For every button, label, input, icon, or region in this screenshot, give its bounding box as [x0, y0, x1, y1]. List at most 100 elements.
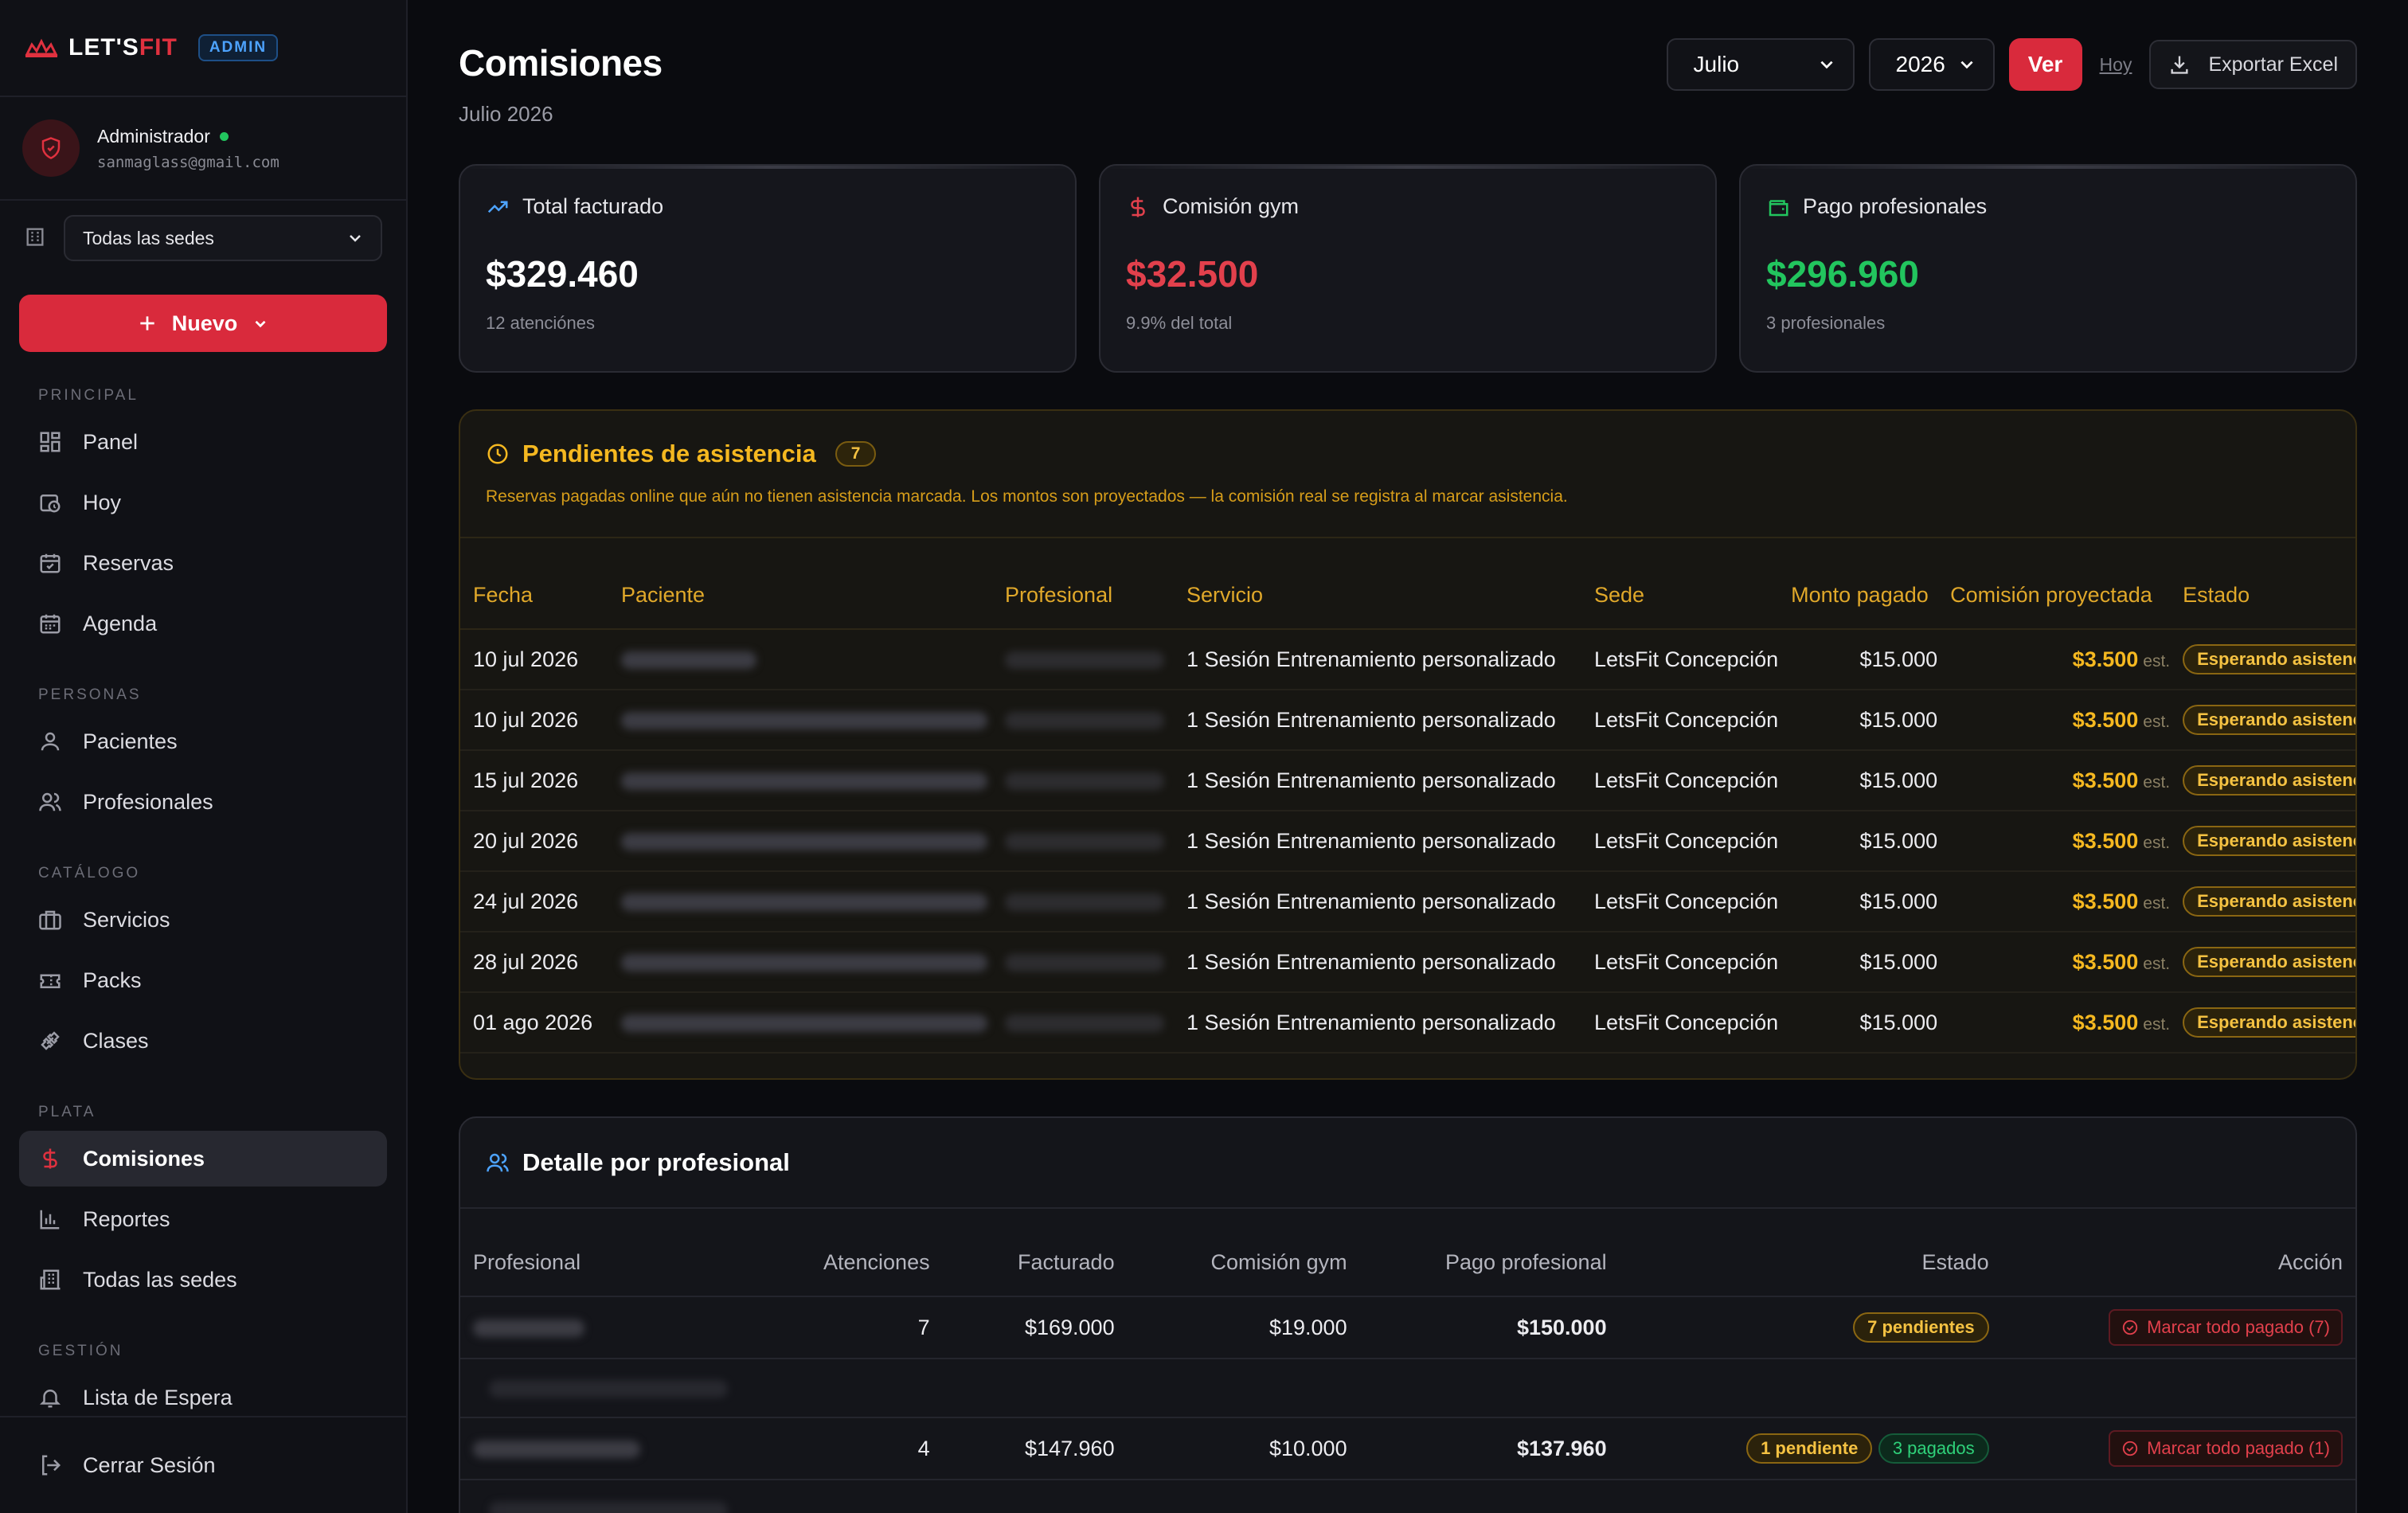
fecha-cell: 10 jul 2026 [460, 690, 608, 751]
mark-all-paid-label: Marcar todo pagado (1) [2147, 1438, 2330, 1458]
main-content: Comisiones Julio 2026 Julio 2026 Ver Hoy… [408, 0, 2408, 1513]
atenciones-value: 4 [917, 1436, 930, 1460]
estimate-label: est. [2143, 651, 2171, 670]
nav-comisiones[interactable]: Comisiones [19, 1131, 387, 1187]
card-value: $329.460 [486, 253, 639, 295]
nav-comisiones-label: Comisiones [83, 1146, 205, 1171]
estimate-label: est. [2143, 1015, 2171, 1034]
monto-cell: $15.000 [1778, 992, 1938, 1054]
logout-label: Cerrar Sesión [83, 1452, 216, 1477]
monto-cell: $15.000 [1778, 811, 1938, 872]
professional-name-redacted [1005, 712, 1164, 730]
col-paciente: Paciente [608, 538, 992, 630]
ticket-icon [40, 974, 61, 988]
sede-cell: LetsFit Concepción [1581, 932, 1779, 993]
user-name: Administrador [97, 126, 280, 147]
comision-cell: $3.500 [2072, 889, 2139, 913]
pending-row: 10 jul 2026 1 Sesión Entrenamiento person… [460, 629, 2355, 690]
summary-cards: Total facturado $329.460 12 atenciónes C… [459, 164, 2357, 373]
nav-servicios-label: Servicios [83, 907, 170, 932]
nav-hoy[interactable]: Hoy [19, 475, 387, 530]
professional-name-redacted [1005, 893, 1164, 912]
pending-pill: 7 pendientes [1853, 1312, 1989, 1343]
user-icon [41, 732, 60, 751]
card-note: 3 profesionales [1766, 313, 1886, 333]
grid-icon [40, 432, 61, 452]
calendar-icon [40, 614, 61, 634]
pending-attendance-panel: Pendientes de asistencia 7 Reservas paga… [459, 409, 2357, 1080]
nav-profesionales[interactable]: Profesionales [19, 774, 387, 830]
patient-name-redacted [621, 651, 756, 670]
export-excel-button[interactable]: Exportar Excel [2149, 40, 2357, 89]
chevron-down-icon [1820, 61, 1833, 69]
nav-reportes[interactable]: Reportes [19, 1191, 387, 1247]
nav-lista-espera[interactable]: Lista de Espera [19, 1370, 387, 1425]
nav-todas-sedes[interactable]: Todas las sedes [19, 1252, 387, 1308]
pago-value: $137.960 [1516, 1436, 1607, 1460]
status-badge: Esperando asistencia [2183, 947, 2355, 977]
fecha-cell: 20 jul 2026 [460, 811, 608, 872]
patient-name-redacted [621, 833, 987, 851]
shield-icon [41, 137, 61, 159]
month-select[interactable]: Julio [1666, 38, 1855, 91]
facturado-value: $147.960 [1024, 1436, 1115, 1460]
pending-row: 20 jul 2026 1 Sesión Entrenamiento person… [460, 811, 2355, 872]
fecha-cell: 15 jul 2026 [460, 750, 608, 811]
nav-panel[interactable]: Panel [19, 414, 387, 470]
nav-reportes-label: Reportes [83, 1206, 170, 1231]
nav-pacientes[interactable]: Pacientes [19, 713, 387, 769]
pending-table: Fecha Paciente Profesional Servicio Sede… [460, 538, 2355, 1054]
nav-servicios[interactable]: Servicios [19, 892, 387, 948]
status-badge: Esperando asistencia [2183, 886, 2355, 917]
estimate-label: est. [2143, 893, 2171, 913]
patient-name-redacted [621, 954, 987, 972]
new-button[interactable]: Nuevo [19, 295, 387, 352]
col-pago-profesional: Pago profesional [1359, 1209, 1620, 1297]
sede-cell: LetsFit Concepción [1581, 629, 1779, 690]
col-comision: Comisión proyectada [1937, 538, 2171, 630]
card-pago-profesionales: Pago profesionales $296.960 3 profesiona… [1739, 164, 2357, 373]
estimate-label: est. [2143, 772, 2171, 792]
estimate-label: est. [2143, 954, 2171, 973]
servicio-cell: 1 Sesión Entrenamiento personalizado [1174, 750, 1581, 811]
col-atenciones: Atenciones [811, 1209, 943, 1297]
hoy-link[interactable]: Hoy [2099, 53, 2132, 75]
comision-cell: $3.500 [2072, 1010, 2139, 1034]
professional-name-redacted [1005, 1015, 1164, 1033]
building-icon [24, 225, 46, 252]
calendar-check-icon [40, 553, 61, 573]
status-badge: Esperando asistencia [2183, 644, 2355, 674]
sede-select-value: Todas las sedes [83, 227, 214, 248]
nav-todas-sedes-label: Todas las sedes [83, 1267, 237, 1292]
ver-button[interactable]: Ver [2008, 38, 2082, 91]
card-label: Comisión gym [1163, 194, 1300, 218]
col-comision-gym: Comisión gym [1127, 1209, 1360, 1297]
nav-profesionales-label: Profesionales [83, 789, 213, 814]
user-profile[interactable]: Administrador sanmaglass@gmail.com [0, 97, 406, 201]
mark-all-paid-button[interactable]: Marcar todo pagado (7) [2109, 1309, 2343, 1346]
servicio-cell: 1 Sesión Entrenamiento personalizado [1174, 932, 1581, 993]
estimate-label: est. [2143, 712, 2171, 731]
nav-reservas-label: Reservas [83, 550, 174, 575]
comision-cell: $3.500 [2072, 828, 2139, 853]
section-catalogo: CATÁLOGO [38, 865, 141, 882]
card-note: 12 atenciónes [486, 313, 595, 333]
logout-button[interactable]: Cerrar Sesión [0, 1416, 406, 1513]
mark-all-paid-button[interactable]: Marcar todo pagado (1) [2109, 1430, 2343, 1467]
year-select[interactable]: 2026 [1868, 38, 1995, 91]
monto-cell: $15.000 [1778, 750, 1938, 811]
card-label: Total facturado [522, 194, 664, 218]
fecha-cell: 10 jul 2026 [460, 629, 608, 690]
nav-packs[interactable]: Packs [19, 952, 387, 1008]
nav-clases[interactable]: Clases [19, 1013, 387, 1069]
pending-row: 01 ago 2026 1 Sesión Entrenamiento person… [460, 992, 2355, 1054]
nav-agenda-label: Agenda [83, 611, 158, 635]
section-personas: PERSONAS [38, 686, 142, 703]
nav-agenda[interactable]: Agenda [19, 596, 387, 651]
nav-reservas[interactable]: Reservas [19, 535, 387, 591]
nav-packs-label: Packs [83, 968, 142, 992]
sede-cell: LetsFit Concepción [1581, 750, 1779, 811]
servicio-cell: 1 Sesión Entrenamiento personalizado [1174, 992, 1581, 1054]
comision-value: $10.000 [1268, 1436, 1347, 1460]
sede-select[interactable]: Todas las sedes [64, 215, 382, 261]
